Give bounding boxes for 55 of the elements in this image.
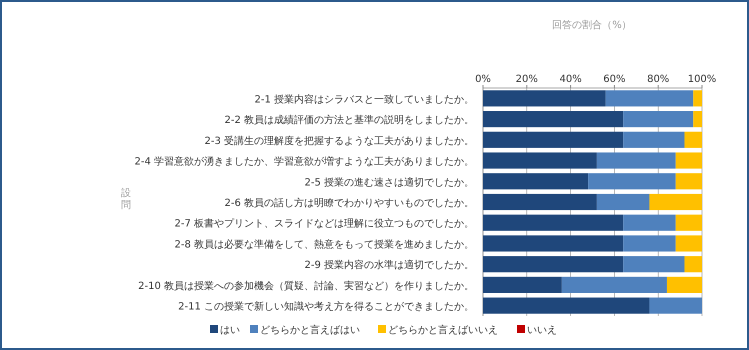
x-tick-label: 40% <box>559 74 582 85</box>
legend-label: どちらかと言えばいいえ <box>388 324 498 336</box>
x-tick-label: 80% <box>647 74 670 85</box>
y-tick-label: 2-4 学習意欲が湧きましたか、学習意欲が増すような工夫がありましたか。 <box>134 156 474 168</box>
bar <box>693 90 702 106</box>
bar <box>483 256 624 272</box>
y-tick-label: 2-10 教員は授業への参加機会（質疑、討論、実習など）を作りましたか。 <box>138 280 474 292</box>
bar <box>623 214 676 231</box>
bar <box>562 276 667 293</box>
bar <box>623 256 684 272</box>
bar <box>483 173 588 190</box>
bar <box>649 194 702 210</box>
bar <box>623 111 694 128</box>
bar <box>693 111 702 128</box>
y-tick-label: 2-2 教員は成績評価の方法と基準の説明をしましたか。 <box>224 114 474 126</box>
y-tick-label: 2-7 板書やプリント、スライドなどは理解に役立つものでしたか。 <box>174 218 474 230</box>
bar <box>623 235 676 252</box>
y-tick-label: 2-1 授業内容はシラバスと一致していましたか。 <box>254 93 474 106</box>
y-tick-label: 2-5 授業の進む速さは適切でしたか。 <box>304 176 474 188</box>
bar <box>623 132 684 148</box>
bar <box>666 276 702 293</box>
bar <box>684 256 702 272</box>
y-tick-label: 2-8 教員は必要な準備をして、熱意をもって授業を進めましたか。 <box>174 238 474 250</box>
bar <box>483 276 562 293</box>
bar <box>483 214 624 231</box>
bar <box>606 90 694 106</box>
y-tick-label: 2-11 この授業で新しい知識や考え方を得ることができましたか。 <box>178 300 474 313</box>
bar <box>483 90 606 106</box>
y-tick-label: 2-9 授業内容の水準は適切でしたか。 <box>304 259 474 272</box>
x-tick-label: 20% <box>516 74 538 85</box>
bar <box>596 194 650 210</box>
bar <box>676 173 702 190</box>
y-tick-label: 2-6 教員の話し方は明瞭でわかりやすいものでしたか。 <box>224 197 474 209</box>
bar <box>483 111 624 128</box>
bar <box>483 194 597 210</box>
y-axis-title: 設問 <box>121 187 131 211</box>
bar <box>588 173 676 190</box>
x-axis-title: 回答の割合（%） <box>552 19 632 31</box>
bar <box>684 132 702 148</box>
bar <box>676 214 702 231</box>
bar <box>596 152 676 169</box>
bar <box>483 132 624 148</box>
x-tick-label: 60% <box>603 74 626 85</box>
legend-label: どちらかと言えばはい <box>260 324 360 336</box>
x-tick-label: 100% <box>688 74 716 85</box>
bar <box>676 235 702 252</box>
bar <box>649 298 702 314</box>
bar <box>483 298 650 314</box>
bar <box>676 152 702 169</box>
legend-label: はい <box>220 325 240 336</box>
bar <box>483 152 597 169</box>
legend-label: いいえ <box>527 325 557 336</box>
x-tick-label: 0% <box>475 74 491 85</box>
bar <box>483 235 624 252</box>
y-tick-label: 2-3 受講生の理解度を把握するような工夫がありましたか。 <box>204 134 474 147</box>
